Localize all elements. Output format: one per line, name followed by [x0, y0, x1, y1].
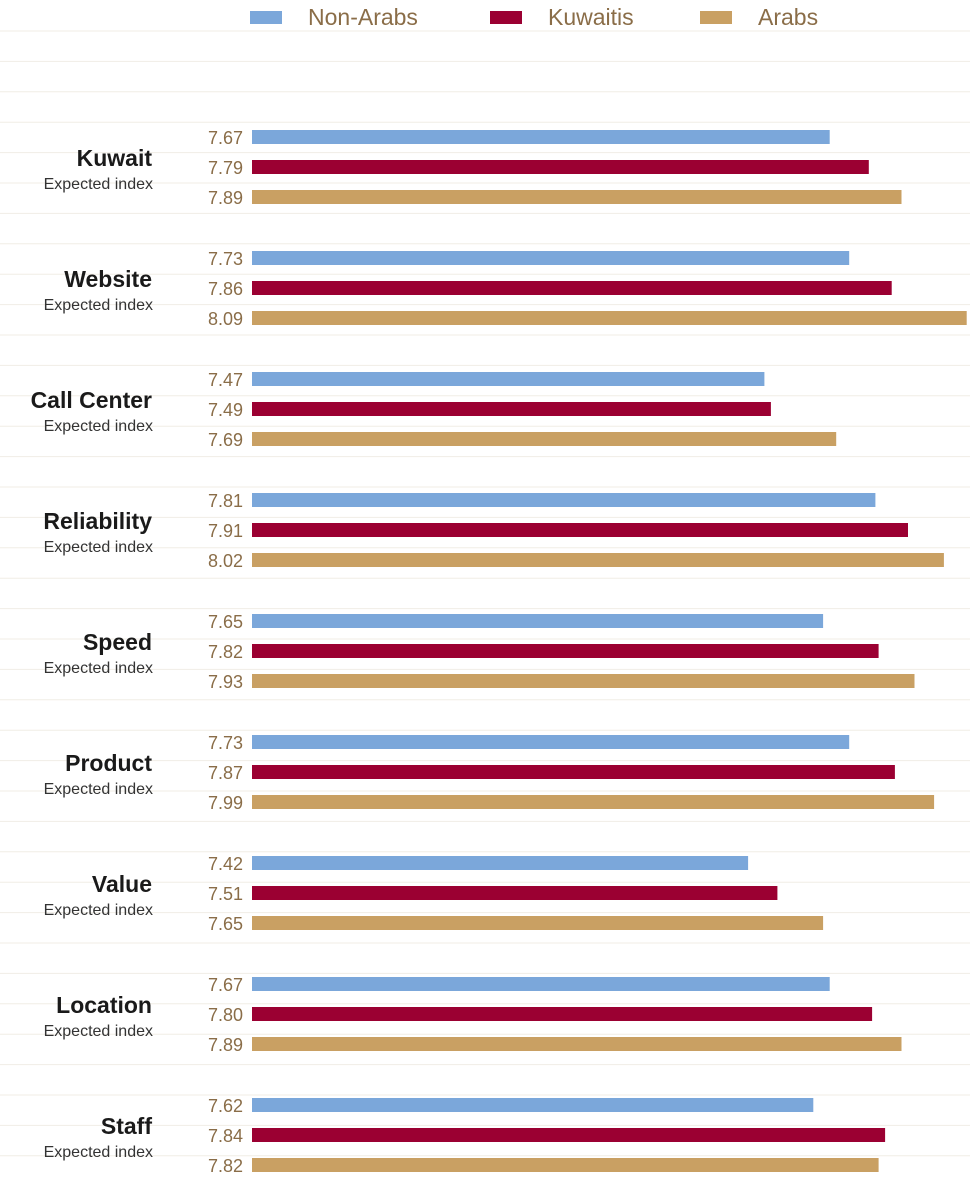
legend-swatch-kuwaitis [490, 10, 522, 24]
data-label: 7.82 [208, 1156, 243, 1176]
data-label: 8.09 [208, 309, 243, 329]
legend-label-non-arabs: Non-Arabs [308, 3, 418, 30]
bar-kuwaitis [252, 765, 895, 779]
bar-kuwaitis [252, 886, 778, 900]
bar-arabs [252, 916, 824, 930]
data-label: 7.99 [208, 793, 243, 813]
category-subtitle: Expected index [44, 176, 153, 193]
data-label: 7.69 [208, 430, 243, 450]
data-label: 7.62 [208, 1096, 243, 1116]
bar-non-arabs [252, 130, 830, 144]
data-label: 7.86 [208, 279, 243, 299]
category-title: Location [56, 992, 152, 1018]
data-label: 7.73 [208, 249, 243, 269]
category-subtitle: Expected index [44, 1144, 153, 1161]
bar-kuwaitis [252, 1128, 886, 1142]
bar-arabs [252, 311, 967, 325]
legend-label-arabs: Arabs [758, 3, 819, 30]
category-title: Reliability [43, 508, 152, 534]
category-title: Value [92, 871, 152, 897]
category-title: Website [64, 266, 152, 292]
category-title: Staff [101, 1113, 152, 1139]
legend-item-non-arabs: Non-Arabs [250, 4, 418, 30]
legend-item-arabs: Arabs [700, 4, 818, 30]
category-subtitle: Expected index [44, 781, 153, 798]
bar-kuwaitis [252, 160, 869, 174]
data-label: 7.42 [208, 854, 243, 874]
data-label: 7.73 [208, 733, 243, 753]
category-title: Product [65, 750, 152, 776]
bar-arabs [252, 553, 944, 567]
category-title: Call Center [31, 387, 152, 413]
data-label: 7.84 [208, 1126, 243, 1146]
bar-arabs [252, 190, 902, 204]
bar-kuwaitis [252, 523, 908, 537]
bar-arabs [252, 1037, 902, 1051]
category-subtitle: Expected index [44, 418, 153, 435]
bar-non-arabs [252, 493, 876, 507]
bar-non-arabs [252, 735, 850, 749]
data-label: 7.87 [208, 763, 243, 783]
bar-non-arabs [252, 977, 830, 991]
legend-swatch-non-arabs [250, 10, 282, 24]
bar-arabs [252, 674, 915, 688]
chart-legend: Non-Arabs Kuwaitis Arabs [0, 0, 970, 34]
data-label: 7.65 [208, 612, 243, 632]
data-label: 7.89 [208, 1035, 243, 1055]
category-subtitle: Expected index [44, 902, 153, 919]
bar-arabs [252, 795, 935, 809]
data-label: 7.81 [208, 491, 243, 511]
data-label: 7.51 [208, 884, 243, 904]
data-label: 7.93 [208, 672, 243, 692]
bar-non-arabs [252, 1098, 814, 1112]
bar-kuwaitis [252, 644, 879, 658]
data-label: 7.89 [208, 188, 243, 208]
legend-item-kuwaitis: Kuwaitis [490, 4, 634, 30]
data-label: 7.80 [208, 1005, 243, 1025]
bar-arabs [252, 1158, 879, 1172]
category-title: Kuwait [77, 145, 153, 171]
bar-non-arabs [252, 856, 749, 870]
legend-swatch-arabs [700, 10, 732, 24]
legend-label-kuwaitis: Kuwaitis [548, 3, 634, 30]
bar-non-arabs [252, 251, 850, 265]
bar-non-arabs [252, 614, 824, 628]
data-label: 8.02 [208, 551, 243, 571]
category-subtitle: Expected index [44, 660, 153, 677]
data-label: 7.67 [208, 128, 243, 148]
data-label: 7.67 [208, 975, 243, 995]
bar-kuwaitis [252, 1007, 873, 1021]
bar-kuwaitis [252, 402, 771, 416]
bar-arabs [252, 432, 837, 446]
category-title: Speed [83, 629, 152, 655]
data-label: 7.65 [208, 914, 243, 934]
category-subtitle: Expected index [44, 1023, 153, 1040]
data-label: 7.82 [208, 642, 243, 662]
data-label: 7.91 [208, 521, 243, 541]
data-label: 7.79 [208, 158, 243, 178]
data-label: 7.47 [208, 370, 243, 390]
chart-labels: Kuwait Expected index 7.67 7.79 7.89 Website E… [31, 128, 243, 1176]
bar-kuwaitis [252, 281, 892, 295]
category-subtitle: Expected index [44, 539, 153, 556]
category-subtitle: Expected index [44, 297, 153, 314]
data-label: 7.49 [208, 400, 243, 420]
chart-bars [252, 130, 967, 1172]
chart-grid [0, 30, 970, 1157]
bar-non-arabs [252, 372, 765, 386]
